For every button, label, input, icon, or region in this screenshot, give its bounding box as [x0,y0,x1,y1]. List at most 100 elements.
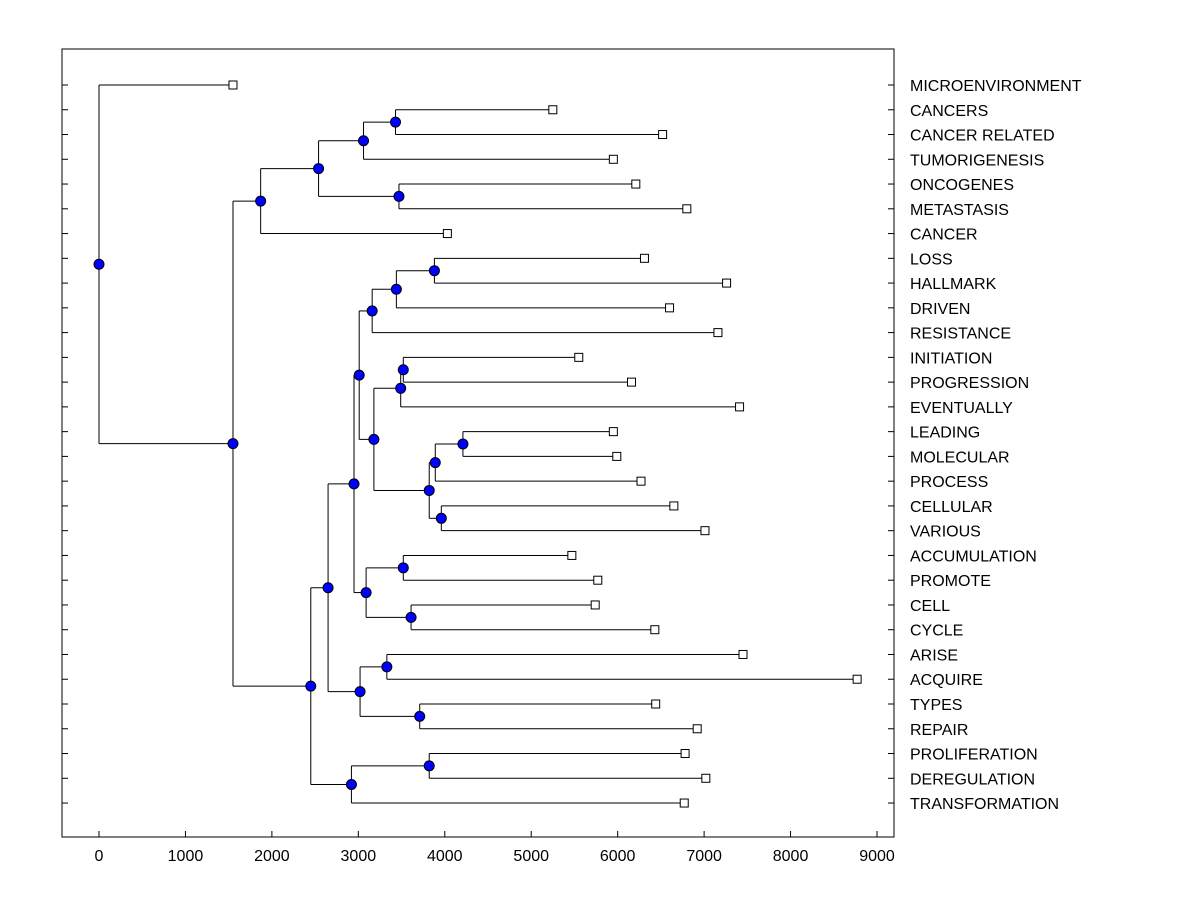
node-marker [93,258,105,270]
leaf-markers [228,80,862,808]
leaf-label: LOSS [910,251,953,268]
x-tick-label: 1000 [168,848,204,865]
leaf-labels: MICROENVIRONMENT CANCERS CANCER RELATED TUM… [910,78,1082,813]
leaf-marker [650,625,660,635]
node-marker [354,686,366,698]
leaf-marker [612,451,622,461]
leaf-label: ACCUMULATION [910,548,1037,565]
x-tick-label: 7000 [686,848,722,865]
leaf-marker [608,154,618,164]
node-marker [322,582,334,594]
leaf-label: CYCLE [910,623,963,640]
node-marker [227,438,239,450]
node-marker [353,369,365,381]
x-tick-label: 4000 [427,848,463,865]
node-marker [395,382,407,394]
leaf-marker [682,204,692,214]
node-marker [381,661,393,673]
leaf-label: DEREGULATION [910,771,1035,788]
node-marker [358,135,370,147]
leaf-marker [738,649,748,659]
leaf-marker [701,773,711,783]
x-tick-label: 9000 [859,848,895,865]
leaf-label: VARIOUS [910,524,981,541]
node-marker [368,433,380,445]
node-marker [313,163,325,175]
x-tick-label: 0 [95,848,104,865]
leaf-marker [669,501,679,511]
leaf-label: CELLULAR [910,499,993,516]
leaf-label: MICROENVIRONMENT [910,78,1082,95]
leaf-label: PROLIFERATION [910,747,1038,764]
leaf-label: METASTASIS [910,202,1009,219]
node-marker [435,512,447,524]
x-tick-label: 5000 [513,848,549,865]
node-marker [366,305,378,317]
leaf-marker [680,749,690,759]
leaf-marker [658,130,668,140]
node-marker [390,116,402,128]
plot-frame [61,48,895,838]
leaf-marker [700,526,710,536]
leaf-label: PROGRESSION [910,375,1029,392]
leaf-label: PROCESS [910,474,988,491]
x-tick-label: 3000 [341,848,377,865]
leaf-marker [713,328,723,338]
leaf-label: CANCER RELATED [910,128,1055,145]
leaf-marker [626,377,636,387]
leaf-marker [692,724,702,734]
node-marker [397,562,409,574]
leaf-label: TYPES [910,697,962,714]
leaf-marker [567,550,577,560]
x-tick-label: 8000 [773,848,809,865]
node-marker [360,587,372,599]
node-marker [429,457,441,469]
leaf-marker [639,253,649,263]
leaf-label: EVENTUALLY [910,400,1013,417]
leaf-label: INITIATION [910,350,992,367]
node-markers [93,116,469,790]
x-axis: 0 1000 2000 3000 4000 5000 6000 7000 8000 9000 [95,831,895,865]
leaf-marker [574,352,584,362]
leaf-marker [735,402,745,412]
leaf-label: RESISTANCE [910,326,1011,343]
leaf-label: PROMOTE [910,573,991,590]
leaf-marker [631,179,641,189]
node-marker [457,438,469,450]
node-marker [345,778,357,790]
leaf-label: ARISE [910,647,958,664]
node-marker [255,195,267,207]
node-marker [390,283,402,295]
leaf-marker [722,278,732,288]
leaf-label: DRIVEN [910,301,970,318]
leaf-marker [548,105,558,115]
node-marker [348,478,360,490]
x-tick-label: 6000 [600,848,636,865]
leaf-marker [442,229,452,239]
leaf-marker [651,699,661,709]
node-marker [305,680,317,692]
node-marker [423,484,435,496]
leaf-label: CANCERS [910,103,988,120]
node-marker [414,710,426,722]
leaf-marker [228,80,238,90]
leaf-label: CANCER [910,227,978,244]
leaf-label: CELL [910,598,950,615]
node-marker [428,265,440,277]
leaf-marker [679,798,689,808]
leaf-label: TUMORIGENESIS [910,152,1044,169]
node-marker [393,190,405,202]
branch-lines [98,84,858,804]
leaf-label: TRANSFORMATION [910,796,1059,813]
y-axis-ticks [62,84,894,804]
leaf-marker [852,674,862,684]
node-marker [423,760,435,772]
leaf-marker [590,600,600,610]
node-marker [397,364,409,376]
leaf-label: MOLECULAR [910,449,1010,466]
leaf-marker [608,427,618,437]
leaf-label: ONCOGENES [910,177,1014,194]
leaf-label: LEADING [910,425,980,442]
leaf-label: HALLMARK [910,276,997,293]
